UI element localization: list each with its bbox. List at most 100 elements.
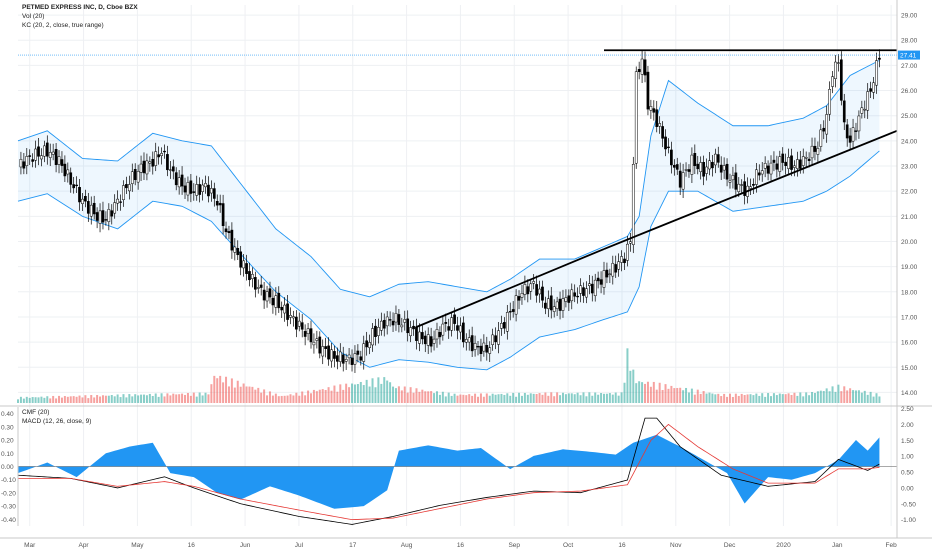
candle-body (488, 347, 492, 354)
cmf-indicator-label: CMF (20) (22, 409, 49, 416)
time-tick-label: 17 (349, 542, 357, 549)
candle-body (684, 169, 688, 171)
volume-bar (430, 391, 433, 403)
volume-bar (825, 388, 828, 403)
volume-bar (374, 387, 377, 403)
volume-bar (717, 393, 720, 403)
candle-body (215, 201, 219, 206)
candle-body (210, 188, 213, 194)
candle-body (781, 153, 785, 163)
price-tick-label: 20.00 (901, 239, 918, 246)
candle-body (766, 165, 770, 174)
oscillator-pane[interactable] (17, 417, 897, 525)
candle-body (494, 335, 497, 343)
volume-bar (811, 392, 814, 403)
volume-bar (743, 395, 746, 403)
candle-body (872, 82, 875, 93)
candle-body (195, 184, 199, 196)
volume-bar (705, 393, 708, 403)
volume-bar (318, 389, 321, 403)
volume-bar (49, 398, 52, 403)
volume-bar (210, 384, 213, 403)
time-tick-label: Apr (78, 542, 89, 549)
volume-bar (693, 394, 696, 403)
candle-body (127, 184, 131, 192)
cmf-tick-label: -0.20 (1, 490, 16, 497)
candle-body (286, 303, 289, 320)
candle-body (564, 297, 568, 302)
candle-body (368, 342, 371, 348)
candle-body (177, 177, 181, 188)
trendline (416, 248, 605, 328)
volume-bar (468, 394, 471, 403)
candle-body (708, 160, 711, 170)
candle-body (350, 357, 354, 365)
volume-bar (570, 393, 573, 403)
volume-bar (351, 383, 354, 403)
candle-body (549, 295, 553, 311)
volume-bar (685, 387, 688, 403)
volume-bar (837, 384, 840, 403)
volume-bar (435, 391, 438, 403)
candle-body (309, 328, 313, 343)
candle-body (268, 288, 272, 298)
candle-body (464, 339, 468, 343)
candle-body (262, 289, 266, 301)
candle-body (397, 314, 401, 325)
volume-bar (728, 393, 731, 403)
price-tick-label: 17.00 (901, 314, 918, 321)
volume-bar (415, 388, 418, 403)
volume-bar (236, 380, 239, 403)
price-pane[interactable] (17, 5, 898, 526)
volume-bar (233, 387, 236, 403)
candle-body (31, 159, 34, 162)
candle-body (265, 291, 269, 302)
volume-bar (828, 391, 831, 403)
candle-body (236, 248, 240, 256)
candle-body (253, 277, 257, 290)
volume-bar (567, 393, 570, 403)
volume-bar (134, 394, 137, 403)
candle-body (303, 331, 307, 337)
candle-body (875, 60, 878, 86)
candle-body (344, 359, 348, 362)
candle-body (544, 302, 547, 309)
candles (19, 49, 881, 373)
candle-body (839, 59, 843, 101)
volume-bar (99, 396, 102, 403)
macd-tick-label: 0.50 (901, 470, 914, 477)
time-tick-label: 16 (188, 542, 196, 549)
volume-bar (125, 397, 128, 403)
candle-body (438, 332, 442, 338)
price-tick-label: 15.00 (901, 365, 918, 372)
volume-bar (333, 385, 336, 403)
volume-bar (40, 396, 43, 403)
candle-body (649, 106, 653, 111)
candle-body (110, 210, 114, 217)
candle-body (333, 351, 336, 359)
volume-bar (796, 395, 799, 403)
volume-bar (283, 395, 286, 403)
candle-body (711, 161, 714, 169)
candle-body (552, 306, 556, 312)
volume-bar (658, 382, 661, 403)
volume-bar (148, 393, 151, 403)
candle-body (646, 71, 650, 110)
volume-bar (494, 394, 497, 403)
candle-body (757, 172, 761, 176)
candle-body (588, 283, 591, 286)
volume-bar (301, 391, 304, 403)
volume-bar (81, 397, 84, 403)
candle-body (517, 296, 521, 301)
volume-bar (157, 396, 160, 403)
candle-body (201, 184, 204, 192)
volume-bar (380, 383, 383, 403)
candle-body (248, 271, 251, 281)
candle-body (582, 287, 585, 296)
volume-bar (330, 390, 333, 403)
volume-bar (471, 395, 474, 403)
volume-bar (711, 393, 714, 403)
candle-body (259, 284, 263, 288)
candle-body (412, 325, 415, 330)
